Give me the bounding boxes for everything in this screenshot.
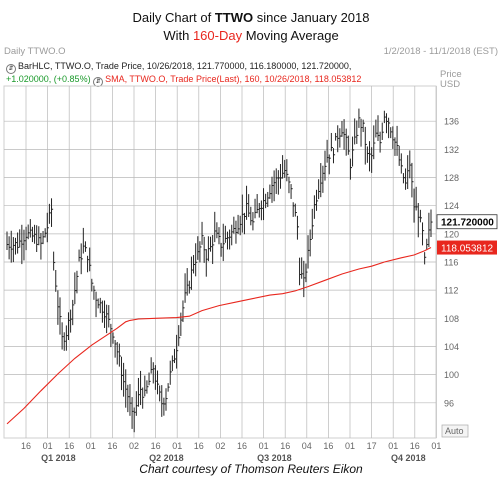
x-tick-label: 01 bbox=[86, 441, 96, 451]
x-tick-label: 01 bbox=[43, 441, 53, 451]
chart-title-line1: Daily Chart of TTWO since January 2018 bbox=[132, 10, 370, 25]
chart-title-line2: With 160-Day Moving Average bbox=[163, 28, 339, 43]
y-tick-label: 120 bbox=[444, 229, 459, 239]
x-tick-label: 17 bbox=[367, 441, 377, 451]
y-tick-label: 116 bbox=[444, 258, 458, 268]
x-tick-label: 16 bbox=[194, 441, 204, 451]
x-tick-label: 16 bbox=[237, 441, 247, 451]
y-tick-label: 104 bbox=[444, 342, 459, 352]
chart-header-left: Daily TTWO.O bbox=[4, 46, 66, 57]
quarter-label: Q3 2018 bbox=[257, 453, 292, 463]
bar-series-icon[interactable]: ⇵ bbox=[6, 64, 16, 74]
y-tick-label: 132 bbox=[444, 145, 459, 155]
x-tick-label: 16 bbox=[280, 441, 290, 451]
x-tick-label: 16 bbox=[107, 441, 117, 451]
y-tick-label: 128 bbox=[444, 173, 459, 183]
x-tick-label: 02 bbox=[215, 441, 225, 451]
y-tick-label: 112 bbox=[444, 286, 458, 296]
y-tick-label: 100 bbox=[444, 370, 459, 380]
x-tick-label: 01 bbox=[345, 441, 355, 451]
quarter-label: Q1 2018 bbox=[41, 453, 76, 463]
quarter-label: Q2 2018 bbox=[149, 453, 184, 463]
x-tick-label: 01 bbox=[388, 441, 398, 451]
auto-scale-button[interactable] bbox=[441, 424, 469, 438]
ma-period-highlight: 160-Day bbox=[192, 28, 243, 43]
y-tick-label: 96 bbox=[444, 398, 454, 408]
sma-value-box bbox=[437, 240, 497, 255]
y-tick-label: 124 bbox=[444, 201, 459, 211]
x-tick-label: 16 bbox=[323, 441, 333, 451]
quarter-label: Q4 2018 bbox=[391, 453, 426, 463]
chart-header-right: 1/2/2018 - 11/1/2018 (EST) bbox=[383, 46, 498, 57]
x-tick-label: 01 bbox=[431, 441, 441, 451]
y-tick-label: 108 bbox=[444, 314, 459, 324]
sma-line bbox=[6, 247, 432, 425]
x-tick-label: 04 bbox=[302, 441, 312, 451]
x-tick-label: 16 bbox=[410, 441, 420, 451]
x-tick-label: 16 bbox=[64, 441, 74, 451]
sma-value-label: 118.053812 bbox=[441, 244, 494, 255]
ticker: TTWO bbox=[214, 10, 254, 25]
price-unit-label: Price USD bbox=[440, 69, 462, 90]
x-tick-label: 16 bbox=[151, 441, 161, 451]
auto-scale-label: Auto bbox=[445, 426, 464, 436]
x-tick-label: 02 bbox=[129, 441, 139, 451]
footer-credit: Chart courtesy of Thomson Reuters Eikon bbox=[139, 462, 363, 476]
y-tick-label: 136 bbox=[444, 117, 459, 127]
legend-bar-line1: ⇵ BarHLC, TTWO.O, Trade Price, 10/26/2018… bbox=[6, 61, 351, 74]
last-price-label: 121.720000 bbox=[441, 218, 494, 229]
x-tick-label: 01 bbox=[172, 441, 182, 451]
last-price-box bbox=[436, 214, 498, 230]
x-tick-label: 16 bbox=[21, 441, 31, 451]
x-tick-label: 01 bbox=[259, 441, 269, 451]
